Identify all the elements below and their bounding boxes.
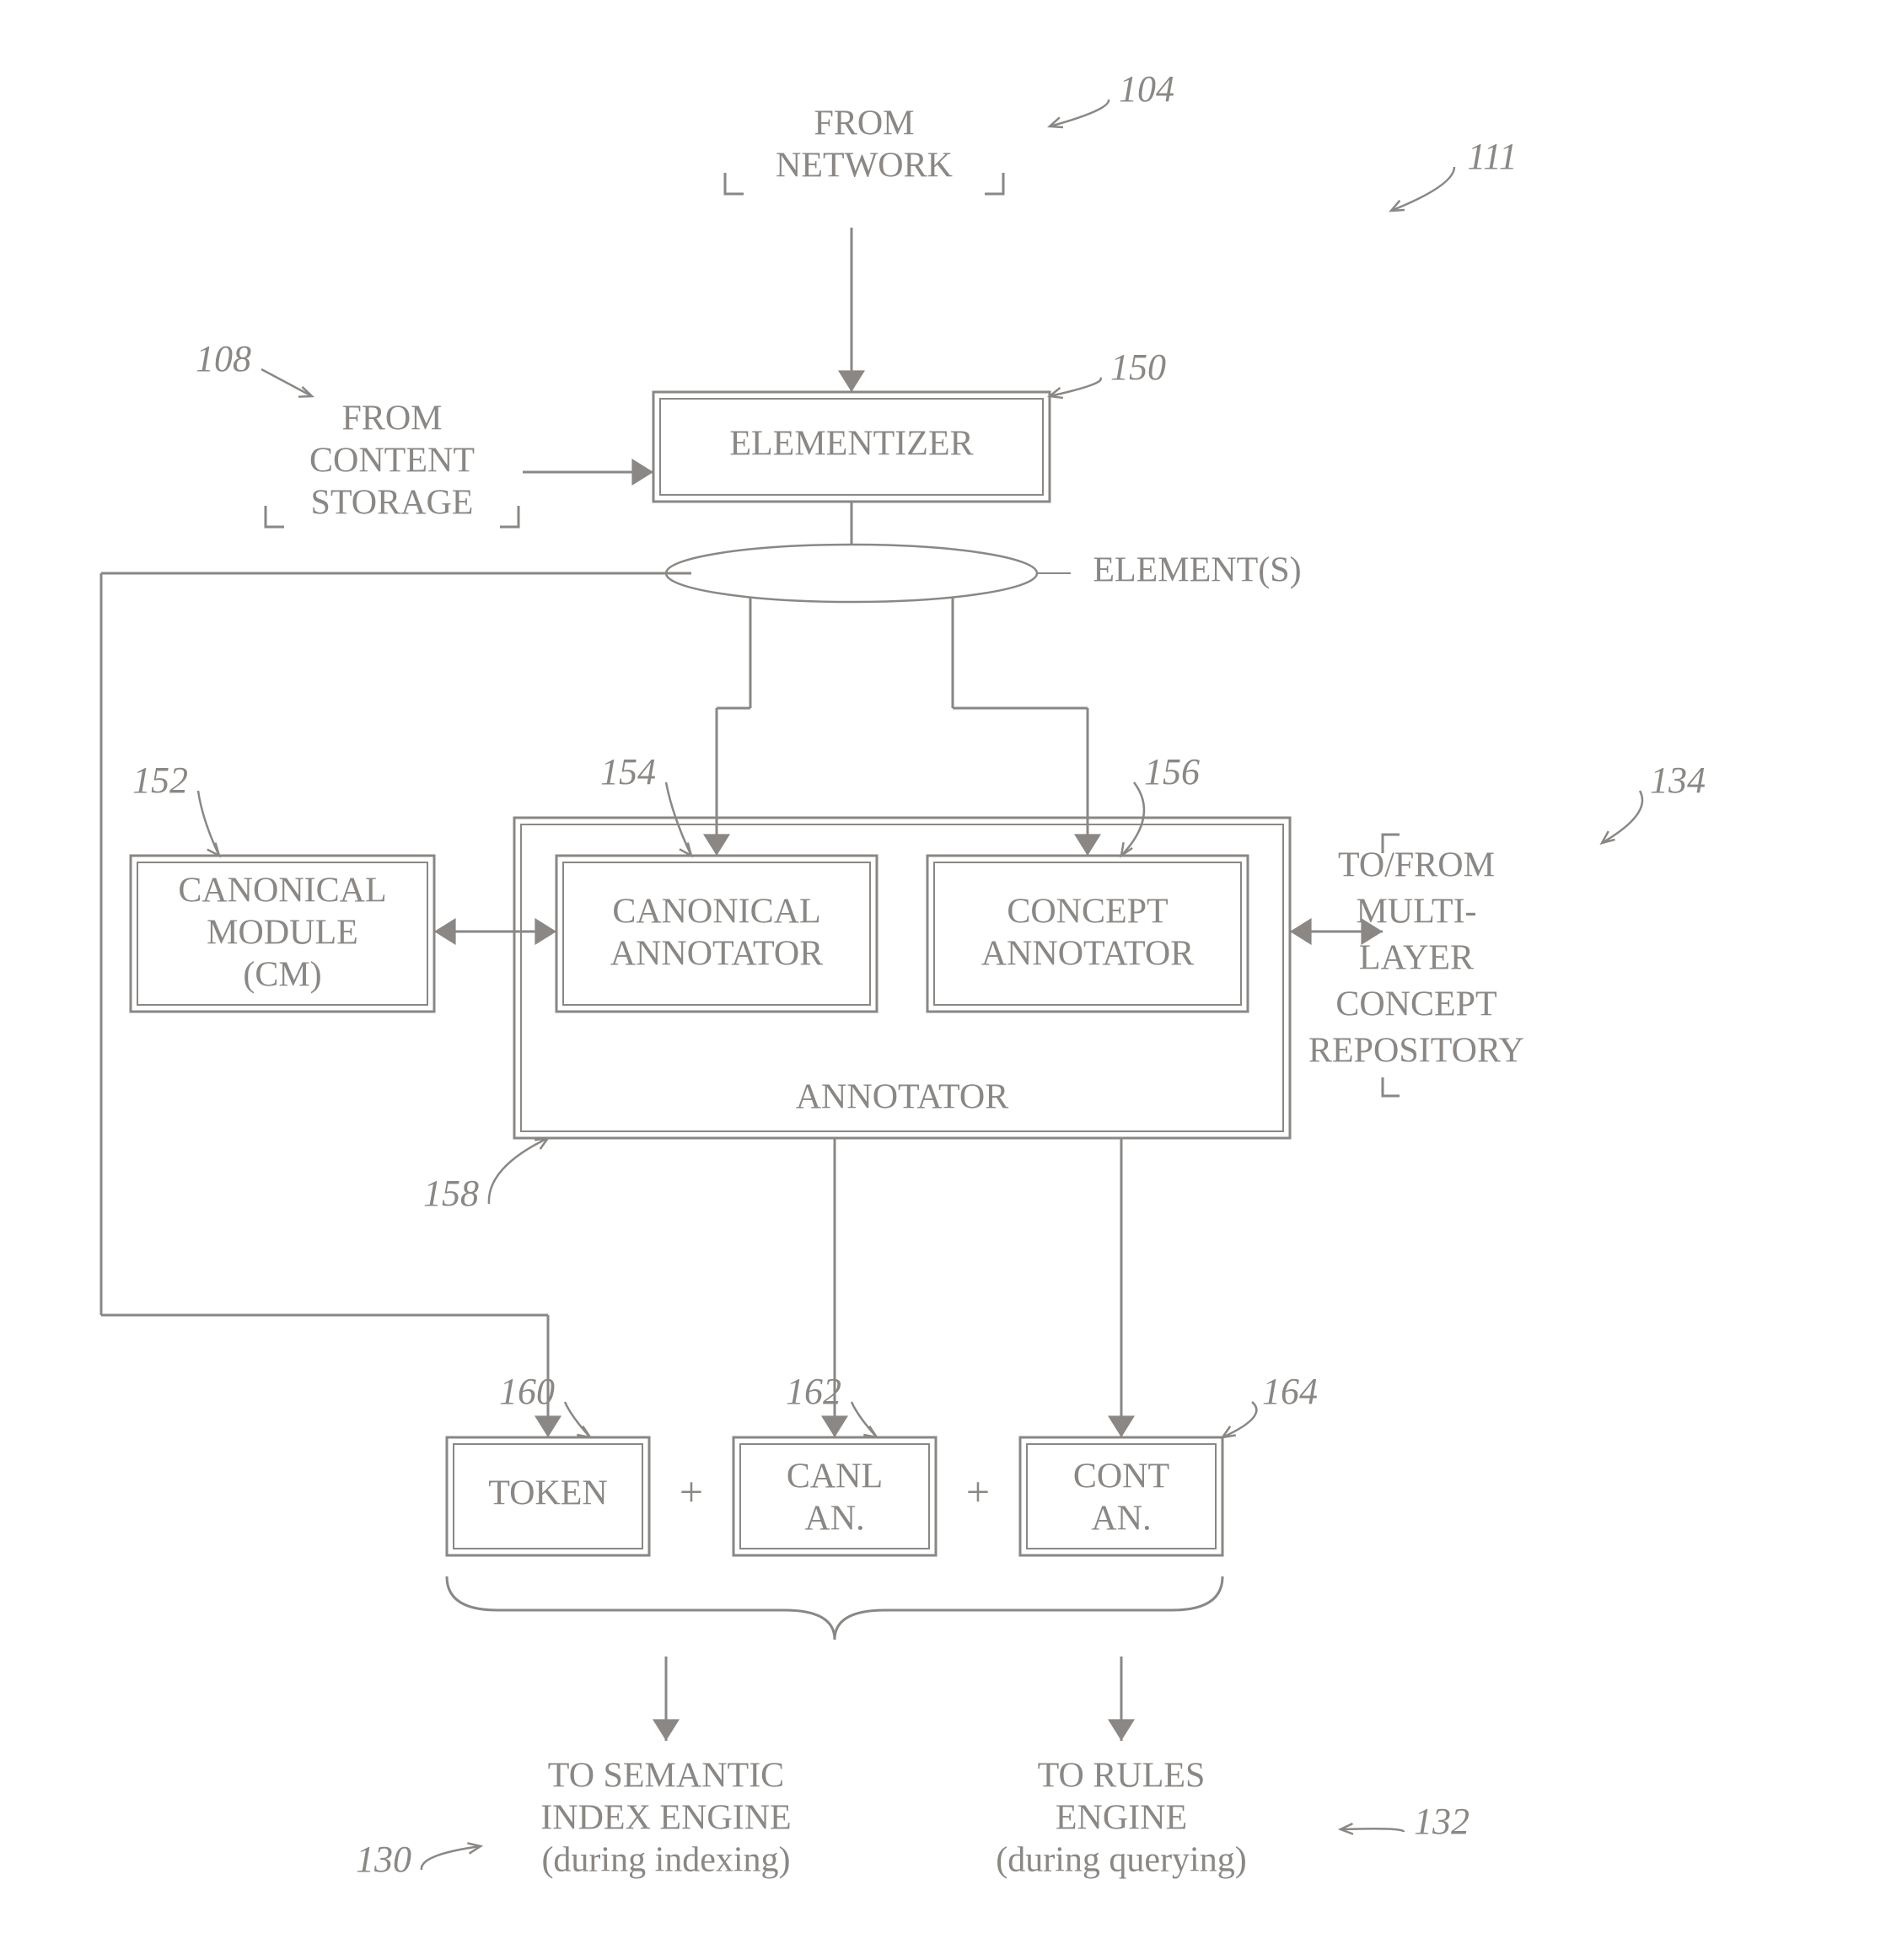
svg-text:134: 134 xyxy=(1650,760,1706,801)
svg-text:152: 152 xyxy=(132,760,188,801)
svg-text:ANNOTATOR: ANNOTATOR xyxy=(610,935,824,974)
svg-text:130: 130 xyxy=(356,1839,411,1880)
svg-text:156: 156 xyxy=(1144,751,1200,792)
svg-text:NETWORK: NETWORK xyxy=(776,147,953,185)
svg-text:CONT: CONT xyxy=(1073,1458,1169,1496)
svg-text:150: 150 xyxy=(1110,346,1166,388)
svg-text:ANNOTATOR: ANNOTATOR xyxy=(981,935,1195,974)
svg-text:ELEMENT(S): ELEMENT(S) xyxy=(1093,551,1301,590)
svg-text:TO SEMANTIC: TO SEMANTIC xyxy=(548,1757,784,1796)
svg-text:111: 111 xyxy=(1467,136,1517,177)
svg-text:AN.: AN. xyxy=(1091,1500,1151,1538)
svg-text:CONTENT: CONTENT xyxy=(309,442,475,481)
svg-text:158: 158 xyxy=(423,1173,479,1214)
svg-text:164: 164 xyxy=(1262,1371,1318,1412)
svg-text:(during indexing): (during indexing) xyxy=(541,1841,790,1880)
svg-text:154: 154 xyxy=(600,751,656,792)
svg-text:CONCEPT: CONCEPT xyxy=(1335,985,1496,1024)
svg-text:132: 132 xyxy=(1414,1801,1469,1842)
svg-text:160: 160 xyxy=(499,1371,555,1412)
svg-text:REPOSITORY: REPOSITORY xyxy=(1308,1032,1524,1071)
svg-text:(CM): (CM) xyxy=(243,956,321,995)
svg-text:+: + xyxy=(966,1468,990,1515)
svg-text:FROM: FROM xyxy=(341,400,442,438)
svg-text:FROM: FROM xyxy=(814,105,914,143)
svg-text:CANONICAL: CANONICAL xyxy=(612,893,820,932)
svg-text:162: 162 xyxy=(786,1371,841,1412)
svg-text:TO RULES: TO RULES xyxy=(1038,1757,1206,1796)
svg-text:STORAGE: STORAGE xyxy=(311,484,474,523)
svg-text:CANL: CANL xyxy=(787,1458,883,1496)
svg-text:CONCEPT: CONCEPT xyxy=(1007,893,1168,932)
svg-text:CANONICAL: CANONICAL xyxy=(178,872,386,910)
svg-text:INDEX ENGINE: INDEX ENGINE xyxy=(540,1799,791,1838)
svg-text:108: 108 xyxy=(196,338,251,379)
svg-text:MULTI-: MULTI- xyxy=(1356,893,1476,932)
svg-text:+: + xyxy=(680,1468,703,1515)
svg-text:ENGINE: ENGINE xyxy=(1056,1799,1187,1838)
svg-text:(during querying): (during querying) xyxy=(996,1841,1246,1880)
svg-text:TOKEN: TOKEN xyxy=(488,1474,608,1513)
svg-text:LAYER: LAYER xyxy=(1359,939,1474,978)
svg-text:TO/FROM: TO/FROM xyxy=(1338,846,1495,885)
svg-text:MODULE: MODULE xyxy=(207,914,358,953)
svg-text:ELEMENTIZER: ELEMENTIZER xyxy=(729,425,973,464)
svg-text:ANNOTATOR: ANNOTATOR xyxy=(796,1078,1009,1117)
svg-text:AN.: AN. xyxy=(804,1500,864,1538)
svg-text:104: 104 xyxy=(1119,68,1174,110)
